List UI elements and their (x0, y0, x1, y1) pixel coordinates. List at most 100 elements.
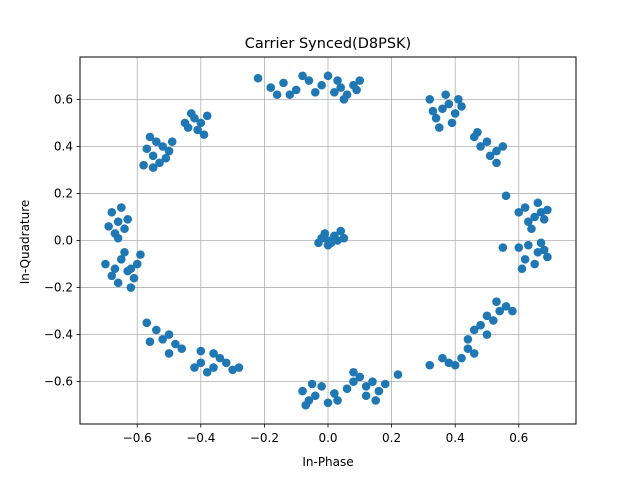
data-point (196, 118, 206, 128)
data-point (142, 318, 152, 328)
data-point (492, 297, 501, 306)
data-point (368, 377, 377, 386)
data-point (539, 245, 549, 255)
data-point (193, 125, 202, 135)
x-axis: −0.6 −0.4 −0.2 0.0 0.2 0.4 0.6 (123, 424, 528, 445)
data-point (202, 111, 212, 121)
data-point (314, 238, 323, 248)
data-point (186, 109, 196, 118)
data-point (117, 255, 126, 264)
data-point (113, 233, 123, 243)
data-point (514, 243, 524, 252)
data-point (501, 302, 511, 311)
scatter-series (101, 71, 552, 410)
data-point (317, 80, 326, 90)
data-point (352, 85, 361, 95)
y-tick-label: −0.6 (44, 375, 73, 389)
data-point (117, 203, 126, 212)
data-point (307, 379, 317, 389)
data-point (132, 259, 142, 269)
data-point (215, 353, 225, 363)
data-point (123, 215, 132, 224)
data-point (323, 71, 333, 81)
data-point (298, 386, 307, 396)
data-point (517, 264, 527, 274)
data-point (482, 137, 492, 146)
data-point (342, 384, 352, 394)
x-tick-label: −0.6 (123, 431, 152, 445)
data-point (196, 346, 206, 356)
data-point (304, 76, 314, 85)
data-point (333, 76, 342, 85)
data-point (450, 109, 460, 118)
data-point (139, 160, 148, 170)
data-point (514, 207, 524, 217)
x-tick-label: 0.0 (318, 431, 337, 445)
data-point (533, 198, 543, 208)
x-tick-label: 0.4 (446, 431, 465, 445)
data-point (330, 389, 339, 398)
y-tick-label: 0.2 (54, 186, 73, 200)
data-point (336, 83, 346, 92)
data-point (202, 367, 212, 377)
data-point (310, 87, 320, 97)
data-point (323, 236, 333, 245)
data-point (380, 379, 390, 389)
data-point (333, 396, 342, 405)
data-point (120, 247, 129, 257)
data-point (476, 142, 485, 151)
data-point (371, 396, 380, 405)
data-point (536, 238, 546, 248)
data-point (180, 118, 190, 128)
data-point (330, 87, 339, 97)
data-point (158, 335, 167, 344)
data-point (438, 104, 447, 114)
data-point (285, 90, 295, 99)
data-point (310, 391, 320, 401)
data-point (355, 372, 365, 382)
data-point (320, 229, 330, 238)
data-point (530, 259, 539, 269)
data-point (152, 325, 161, 335)
data-point (107, 207, 117, 217)
chart-title: Carrier Synced(D8PSK) (245, 36, 411, 52)
data-point (209, 363, 218, 372)
data-point (171, 339, 180, 349)
data-point (317, 382, 326, 391)
data-point (167, 137, 177, 146)
data-point (524, 240, 533, 250)
data-point (520, 203, 530, 212)
data-point (482, 330, 492, 339)
data-point (221, 358, 231, 368)
data-point (120, 224, 129, 234)
x-tick-label: 0.2 (382, 431, 401, 445)
data-point (434, 123, 444, 132)
y-tick-label: −0.2 (44, 281, 73, 295)
data-point (113, 278, 123, 288)
data-point (457, 353, 466, 363)
data-point (266, 83, 276, 92)
data-point (530, 212, 539, 222)
data-point (145, 337, 155, 346)
y-tick-label: 0.0 (54, 234, 73, 248)
data-point (209, 349, 218, 358)
data-point (148, 151, 158, 161)
data-point (142, 144, 152, 154)
data-point (431, 113, 441, 123)
data-point (543, 252, 552, 262)
x-axis-label: In-Phase (302, 455, 353, 469)
data-point (145, 132, 155, 142)
data-point (164, 330, 174, 339)
data-point (104, 222, 113, 231)
data-point (336, 226, 346, 236)
data-point (136, 250, 145, 259)
data-point (438, 353, 447, 363)
y-tick-label: −0.4 (44, 328, 73, 342)
data-point (291, 85, 301, 95)
data-point (495, 306, 504, 316)
y-tick-label: 0.6 (54, 92, 73, 106)
data-point (298, 71, 307, 81)
data-point (177, 344, 187, 354)
data-point (148, 163, 158, 172)
data-point (428, 106, 438, 116)
